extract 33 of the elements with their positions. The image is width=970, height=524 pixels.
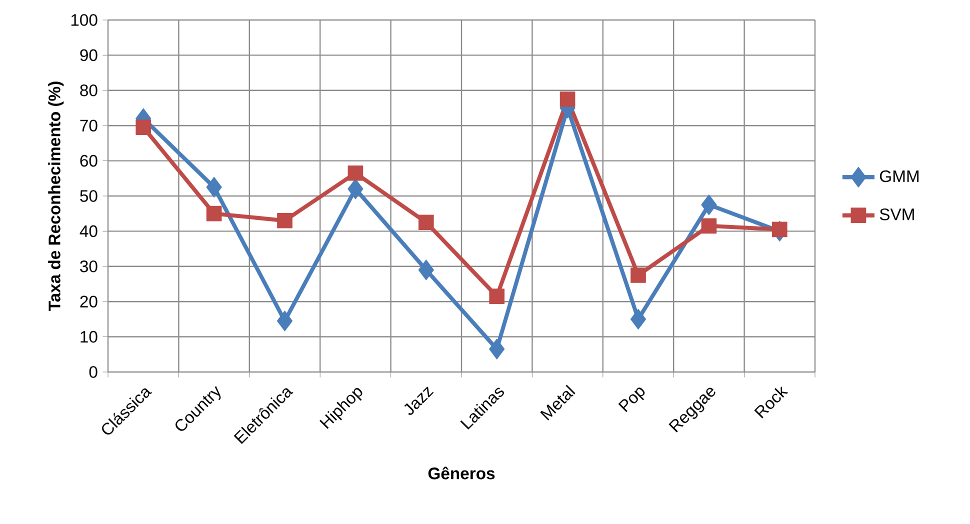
y-tick-label: 10 [80, 330, 98, 343]
y-tick-label: 100 [71, 14, 98, 26]
point [348, 178, 364, 200]
y-tick-label: 30 [80, 260, 98, 272]
point [206, 176, 222, 198]
point [489, 288, 505, 304]
point [418, 260, 434, 280]
point [348, 165, 364, 181]
y-tick-label: 60 [80, 154, 98, 167]
point [136, 120, 152, 136]
point [630, 308, 646, 330]
point [772, 222, 788, 238]
point [277, 212, 292, 228]
y-tick-label: 50 [80, 190, 98, 202]
point [418, 214, 434, 230]
point [560, 92, 576, 107]
x-tick-label: Pop [618, 388, 645, 412]
y-tick-label: 70 [80, 120, 98, 132]
point [701, 194, 717, 216]
y-tick-label: 20 [80, 296, 98, 308]
y-tick-label: 80 [80, 84, 98, 96]
x-axis-title: Gêneros [428, 466, 495, 480]
legend-label: GMM [880, 170, 919, 182]
y-tick-label: 90 [80, 49, 98, 62]
point [701, 218, 717, 234]
point [206, 206, 222, 222]
point [276, 310, 293, 332]
y-tick-label: 0 [89, 366, 98, 378]
y-axis-title: Taxa de Reconhecimento (%) [48, 82, 64, 311]
y-tick-label: 40 [80, 225, 98, 238]
point [630, 268, 646, 283]
point [489, 338, 505, 360]
legend-label: SVM [880, 208, 914, 220]
